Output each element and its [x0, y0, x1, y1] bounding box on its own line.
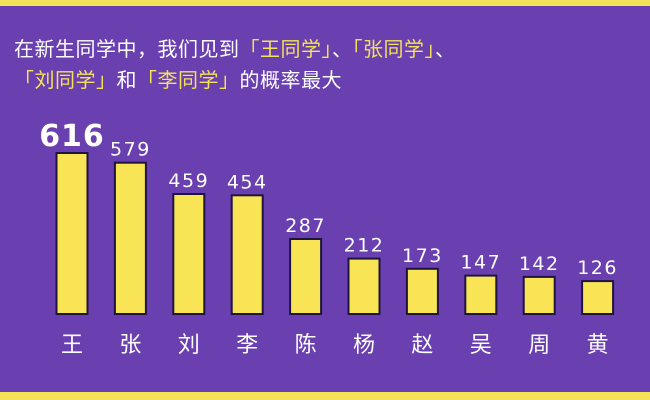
title-text-intro: 在新生同学中，我们见到 — [14, 37, 240, 61]
data-label-杨: 212 — [344, 235, 385, 257]
title-separator-2: 、 — [435, 37, 456, 61]
bar-陈 — [289, 238, 323, 315]
category-label-刘: 刘 — [178, 333, 200, 358]
bar-周 — [522, 275, 556, 315]
title-highlight-zhang: 「张同学」 — [352, 37, 435, 61]
category-label-张: 张 — [119, 333, 141, 358]
data-label-赵: 173 — [402, 245, 443, 267]
category-label-李: 李 — [236, 333, 258, 358]
bar-王 — [55, 152, 89, 315]
data-label-刘: 459 — [168, 170, 209, 192]
category-label-周: 周 — [528, 333, 550, 358]
data-label-李: 454 — [227, 171, 268, 193]
data-label-黄: 126 — [577, 257, 618, 279]
bar-杨 — [347, 257, 381, 316]
data-label-周: 142 — [519, 253, 560, 275]
category-label-王: 王 — [61, 333, 83, 358]
bar-黄 — [581, 280, 615, 316]
data-label-陈: 287 — [285, 215, 326, 237]
category-label-黄: 黄 — [587, 333, 609, 358]
category-label-吴: 吴 — [470, 333, 492, 358]
data-label-吴: 147 — [460, 252, 501, 274]
title-highlight-li: 「李同学」 — [137, 68, 240, 92]
category-label-杨: 杨 — [353, 333, 375, 358]
bar-李 — [230, 194, 264, 315]
category-label-赵: 赵 — [411, 333, 433, 358]
bar-张 — [113, 161, 147, 315]
bar-赵 — [405, 267, 439, 315]
title-text-and: 和 — [116, 68, 137, 92]
chart-title: 在新生同学中，我们见到「王同学」、「张同学」、 「刘同学」和「李同学」的概率最大 — [14, 34, 644, 96]
bar-刘 — [172, 193, 206, 315]
title-line-1: 在新生同学中，我们见到「王同学」、「张同学」、 — [14, 34, 644, 65]
data-label-王: 616 — [39, 119, 105, 154]
title-separator-1: 、 — [332, 37, 353, 61]
title-highlight-liu: 「刘同学」 — [14, 68, 117, 92]
data-label-张: 579 — [110, 139, 151, 161]
title-text-outro: 的概率最大 — [239, 68, 342, 92]
title-line-2: 「刘同学」和「李同学」的概率最大 — [14, 65, 644, 96]
category-label-陈: 陈 — [295, 333, 317, 358]
bar-吴 — [464, 274, 498, 316]
title-highlight-wang: 「王同学」 — [239, 37, 332, 61]
